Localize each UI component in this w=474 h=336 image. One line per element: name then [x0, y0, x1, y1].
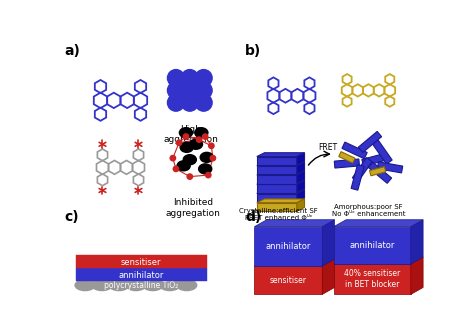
Circle shape: [195, 70, 212, 87]
Circle shape: [195, 82, 212, 99]
Polygon shape: [362, 153, 387, 166]
Bar: [76, 255, 207, 268]
Polygon shape: [257, 157, 297, 165]
Text: b): b): [245, 44, 262, 58]
Text: Inhibited
aggregation: Inhibited aggregation: [165, 198, 220, 218]
Polygon shape: [334, 227, 411, 264]
Text: Amorphous:poor SF
No Φᵁᶜ enhancement: Amorphous:poor SF No Φᵁᶜ enhancement: [332, 204, 405, 217]
Polygon shape: [257, 184, 297, 193]
Polygon shape: [257, 175, 297, 183]
Text: polycrystalline TiO₂: polycrystalline TiO₂: [104, 281, 178, 290]
Polygon shape: [257, 190, 304, 194]
Ellipse shape: [75, 280, 95, 291]
Text: High
aggregation: High aggregation: [163, 125, 218, 144]
Ellipse shape: [179, 128, 192, 138]
Text: annihilator: annihilator: [118, 271, 164, 280]
Polygon shape: [255, 227, 322, 266]
Circle shape: [170, 156, 175, 161]
Polygon shape: [334, 220, 423, 227]
Polygon shape: [370, 167, 386, 176]
Polygon shape: [339, 152, 355, 163]
Polygon shape: [257, 180, 304, 184]
Circle shape: [188, 76, 205, 93]
Text: annihilator: annihilator: [350, 241, 395, 250]
Circle shape: [182, 82, 198, 99]
Polygon shape: [411, 220, 423, 264]
Circle shape: [167, 94, 184, 111]
Circle shape: [183, 134, 189, 139]
Polygon shape: [297, 180, 304, 193]
Ellipse shape: [109, 280, 129, 291]
Text: a): a): [64, 44, 80, 58]
Circle shape: [202, 134, 208, 139]
Polygon shape: [297, 171, 304, 183]
Polygon shape: [257, 166, 297, 174]
Polygon shape: [255, 220, 335, 227]
Circle shape: [206, 172, 211, 178]
Text: 40% sensitiser
in BET blocker: 40% sensitiser in BET blocker: [344, 269, 401, 289]
Ellipse shape: [126, 280, 146, 291]
Text: c): c): [64, 210, 79, 224]
Ellipse shape: [160, 280, 180, 291]
Text: sensitiser: sensitiser: [121, 258, 162, 266]
Text: annihilator: annihilator: [265, 242, 311, 251]
Circle shape: [187, 174, 192, 179]
Polygon shape: [334, 264, 411, 294]
Polygon shape: [351, 165, 364, 190]
Circle shape: [188, 88, 205, 105]
Text: FRET: FRET: [318, 143, 337, 153]
Circle shape: [195, 94, 212, 111]
Text: d): d): [245, 210, 262, 224]
Polygon shape: [297, 190, 304, 202]
Polygon shape: [411, 257, 423, 294]
Polygon shape: [334, 257, 423, 264]
Polygon shape: [257, 194, 297, 202]
Ellipse shape: [183, 155, 196, 165]
Bar: [76, 268, 207, 281]
Circle shape: [196, 137, 202, 142]
Circle shape: [182, 70, 198, 87]
Text: Crystalline:efficient SF
FRET enhanced Φᵁᶜ: Crystalline:efficient SF FRET enhanced Φ…: [239, 208, 318, 221]
Text: sensitiser: sensitiser: [270, 276, 307, 285]
Circle shape: [167, 70, 184, 87]
Polygon shape: [322, 220, 335, 266]
Circle shape: [210, 156, 216, 161]
Polygon shape: [352, 158, 372, 182]
Polygon shape: [257, 171, 304, 175]
Polygon shape: [377, 162, 403, 173]
Polygon shape: [342, 142, 367, 159]
Polygon shape: [257, 199, 304, 203]
Polygon shape: [255, 266, 322, 294]
Ellipse shape: [195, 128, 208, 138]
Polygon shape: [255, 259, 335, 266]
Circle shape: [176, 140, 182, 145]
Circle shape: [209, 143, 214, 149]
Ellipse shape: [177, 161, 190, 171]
Ellipse shape: [180, 142, 193, 152]
Polygon shape: [297, 162, 304, 174]
Polygon shape: [373, 140, 392, 164]
Ellipse shape: [190, 139, 202, 149]
Polygon shape: [297, 153, 304, 165]
Circle shape: [173, 166, 179, 172]
Ellipse shape: [199, 164, 212, 174]
Circle shape: [174, 88, 191, 105]
Ellipse shape: [92, 280, 112, 291]
Circle shape: [182, 94, 198, 111]
Polygon shape: [257, 162, 304, 166]
Circle shape: [174, 76, 191, 93]
Polygon shape: [334, 159, 359, 168]
Ellipse shape: [200, 152, 213, 162]
Ellipse shape: [143, 280, 163, 291]
Polygon shape: [257, 203, 297, 211]
Circle shape: [167, 82, 184, 99]
Polygon shape: [322, 259, 335, 294]
Polygon shape: [257, 153, 304, 157]
Ellipse shape: [177, 280, 197, 291]
Polygon shape: [297, 199, 304, 211]
Polygon shape: [358, 131, 382, 153]
Polygon shape: [368, 162, 392, 183]
